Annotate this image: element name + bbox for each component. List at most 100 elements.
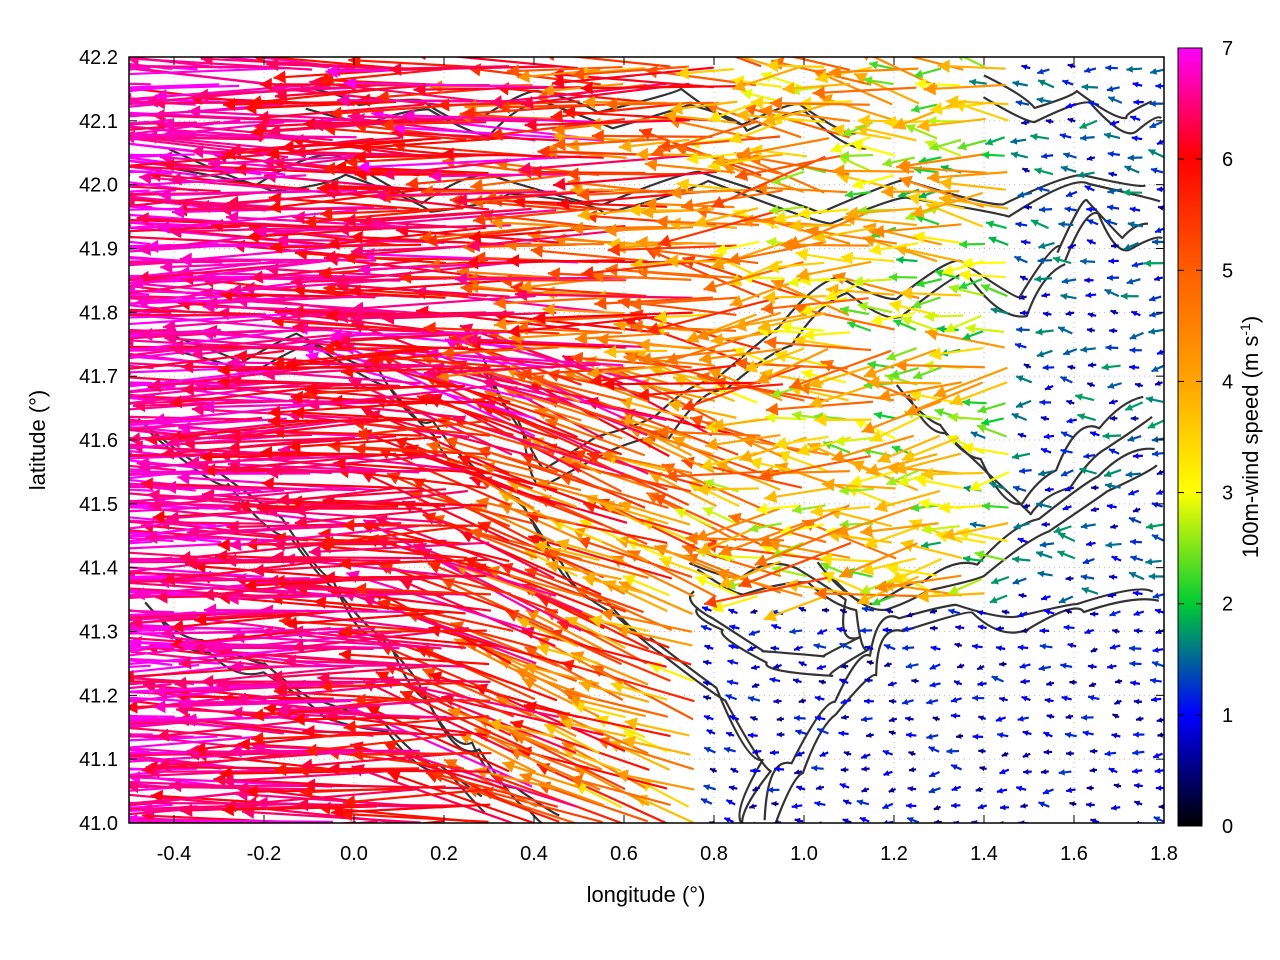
wind-vector-head <box>65 474 77 487</box>
wind-vector-shaft <box>129 483 172 491</box>
wind-vector-head <box>741 434 755 448</box>
wind-vector-head <box>1133 628 1140 634</box>
wind-vector-head <box>888 272 898 282</box>
wind-vector-head <box>712 154 726 168</box>
wind-vector-head <box>1069 679 1075 686</box>
wind-vector-head <box>607 243 620 257</box>
wind-vector-head <box>1080 134 1087 142</box>
wind-vector-head <box>303 214 317 229</box>
wind-vector-head <box>759 534 774 547</box>
wind-vector-head <box>1125 403 1134 411</box>
wind-vector-head <box>905 124 916 134</box>
wind-vector-shaft <box>801 519 897 560</box>
wind-vector-shaft <box>129 417 222 427</box>
wind-vector-head <box>792 504 802 515</box>
wind-vector-head <box>145 530 158 544</box>
wind-vector-head <box>155 39 168 52</box>
wind-vector-shaft <box>520 453 646 509</box>
wind-vector-head <box>551 75 565 89</box>
wind-vector-head <box>251 708 265 722</box>
wind-vector-head <box>929 681 936 688</box>
wind-vector-head <box>102 80 115 93</box>
wind-vector-head <box>0 246 6 259</box>
wind-vector-head <box>110 711 123 724</box>
wind-vector-shaft <box>129 382 244 394</box>
wind-vector-shaft <box>336 283 510 298</box>
wind-vector-head <box>0 563 4 576</box>
wind-vector-shaft <box>748 155 849 176</box>
wind-vector-head <box>49 177 61 190</box>
wind-vector-head <box>725 694 733 701</box>
y-axis-title: latitude (°) <box>25 390 50 491</box>
wind-vector-shaft <box>129 415 245 421</box>
wind-vector-head <box>100 389 112 402</box>
wind-vector-head <box>1016 375 1024 382</box>
wind-vector-head <box>831 124 845 138</box>
wind-vector-shaft <box>276 488 447 502</box>
wind-vector-head <box>681 456 695 470</box>
wind-vector-head <box>343 251 356 265</box>
wind-vector-head <box>852 178 864 190</box>
wind-vector-head <box>885 608 892 615</box>
wind-vector-head <box>1039 399 1046 406</box>
wind-vector-head <box>1090 506 1097 513</box>
wind-vector-head <box>49 98 61 111</box>
wind-vector-head <box>1148 149 1157 156</box>
wind-vector-shaft <box>129 294 196 299</box>
wind-vector-head <box>812 86 825 100</box>
wind-vector-shaft <box>318 532 467 545</box>
wind-vector-head <box>0 427 7 440</box>
wind-vector-head <box>1132 452 1139 460</box>
wind-vector-shaft <box>561 689 669 718</box>
wind-vector-shaft <box>129 159 217 173</box>
wind-vector-head <box>944 322 956 333</box>
wind-vector-head <box>570 183 583 197</box>
wind-vector-head <box>57 204 69 217</box>
wind-vector-head <box>204 603 217 617</box>
wind-vector-head <box>1064 609 1071 615</box>
wind-vector-head <box>863 698 870 705</box>
wind-vector-head <box>288 306 301 321</box>
wind-vector-head <box>21 736 33 749</box>
wind-vector-shaft <box>523 704 671 738</box>
wind-vector-shaft <box>507 480 577 508</box>
wind-vector-head <box>399 578 414 591</box>
wind-vector-head <box>261 155 275 169</box>
wind-vector-shaft <box>169 156 353 182</box>
wind-vector-head <box>789 377 803 390</box>
wind-vector-head <box>859 817 867 823</box>
wind-vector-shaft <box>544 418 646 457</box>
wind-vector-head <box>863 366 878 379</box>
wind-vector-head <box>959 269 971 282</box>
wind-vector-shaft <box>283 659 467 668</box>
wind-vector-head <box>582 573 596 587</box>
wind-vector-head <box>1135 382 1141 389</box>
wind-vector-head <box>24 343 36 356</box>
x-tick-label: 1.2 <box>880 843 908 865</box>
wind-vector-head <box>519 772 534 785</box>
wind-vector-head <box>219 202 232 216</box>
y-tick-label: 41.3 <box>79 622 118 644</box>
wind-vector-head <box>381 167 395 181</box>
wind-vector-head <box>819 751 826 757</box>
wind-vector-head <box>622 735 636 749</box>
wind-vector-head <box>524 647 539 659</box>
wind-vector-shaft <box>569 776 671 807</box>
wind-vector-shaft <box>0 350 129 367</box>
wind-vector-head <box>817 628 824 635</box>
wind-vector-shaft <box>865 453 938 474</box>
wind-vector-shaft <box>292 288 446 299</box>
terrain-contour-line <box>983 74 1153 120</box>
wind-vector-head <box>40 830 52 843</box>
wind-vector-head <box>200 450 213 464</box>
wind-vector-shaft <box>129 696 195 703</box>
wind-vector-head <box>796 785 803 792</box>
wind-vector-head <box>63 743 76 756</box>
wind-vector-head <box>859 627 866 634</box>
wind-vector-head <box>565 616 580 629</box>
wind-vector-head <box>35 546 47 559</box>
wind-vector-shaft <box>129 541 240 550</box>
wind-vector-head <box>542 303 555 317</box>
wind-vector-shaft <box>465 338 647 349</box>
wind-vector-head <box>553 177 566 191</box>
